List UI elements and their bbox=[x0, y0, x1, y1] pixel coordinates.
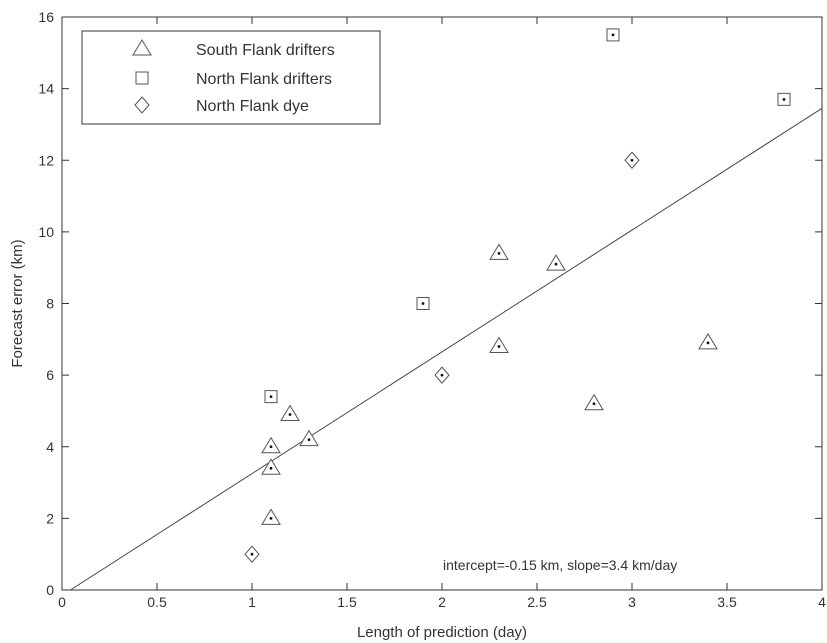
x-tick-label: 0.5 bbox=[147, 594, 167, 610]
data-point bbox=[261, 508, 281, 525]
data-point bbox=[416, 297, 430, 310]
triangle-marker-shape bbox=[261, 508, 281, 525]
y-axis-label: Forecast error (km) bbox=[9, 239, 26, 367]
data-point-dot bbox=[288, 413, 292, 416]
triangle-marker-shape bbox=[546, 254, 566, 271]
data-point-dot bbox=[269, 516, 273, 520]
data-point bbox=[489, 336, 509, 353]
triangle-marker-shape bbox=[261, 458, 281, 475]
series-square bbox=[264, 28, 791, 404]
data-point-dot bbox=[497, 345, 501, 348]
fit-annotation: intercept=-0.15 km, slope=3.4 km/day bbox=[443, 557, 677, 573]
triangle-marker-shape bbox=[299, 429, 319, 447]
data-point-dot bbox=[782, 97, 786, 101]
data-point bbox=[264, 390, 278, 404]
x-tick-label: 1.5 bbox=[337, 594, 357, 610]
legend-label: North Flank dye bbox=[196, 98, 309, 115]
triangle-marker-shape bbox=[280, 404, 300, 422]
data-point-dot bbox=[269, 466, 273, 470]
data-point bbox=[434, 366, 450, 384]
data-point bbox=[584, 393, 604, 411]
data-point bbox=[244, 545, 260, 563]
legend-label: North Flank drifters bbox=[196, 71, 332, 88]
legend-marker bbox=[132, 39, 152, 56]
legend-item: North Flank dye bbox=[134, 96, 309, 115]
y-tick-label: 4 bbox=[46, 439, 54, 455]
data-point bbox=[299, 429, 319, 447]
data-point-dot bbox=[269, 395, 273, 399]
data-point bbox=[261, 436, 281, 454]
x-tick-label: 3.5 bbox=[717, 594, 737, 610]
legend: South Flank drifters North Flank drifters… bbox=[81, 30, 381, 125]
triangle-marker-shape bbox=[132, 39, 152, 56]
legend-item: North Flank drifters bbox=[135, 71, 332, 88]
x-tick-label: 2.5 bbox=[527, 594, 547, 610]
y-tick-label: 6 bbox=[46, 367, 54, 383]
legend-box bbox=[81, 30, 381, 125]
regression-line bbox=[70, 107, 823, 591]
x-tick-label: 0 bbox=[58, 594, 66, 610]
x-axis-ticks: 0 0.5 1 1.5 2 2.5 3 3.5 4 bbox=[58, 17, 826, 610]
y-tick-label: 0 bbox=[46, 582, 54, 598]
data-point-dot bbox=[630, 158, 634, 162]
data-point-dot bbox=[307, 438, 311, 441]
data-point bbox=[261, 458, 281, 475]
data-point-dot bbox=[497, 251, 501, 255]
data-point-dot bbox=[421, 302, 425, 305]
y-tick-label: 16 bbox=[38, 9, 54, 25]
data-point-dot bbox=[250, 552, 254, 556]
data-point bbox=[777, 92, 791, 106]
x-tick-label: 1 bbox=[248, 594, 256, 610]
x-tick-label: 2 bbox=[438, 594, 446, 610]
triangle-marker-shape bbox=[489, 336, 509, 353]
x-axis-label: Length of prediction (day) bbox=[357, 624, 527, 641]
legend-marker bbox=[134, 96, 150, 114]
y-axis-ticks: 0 2 4 6 8 10 12 14 16 bbox=[38, 9, 822, 598]
triangle-marker-shape bbox=[261, 436, 281, 454]
series-diamond bbox=[244, 151, 640, 563]
triangle-marker-shape bbox=[489, 243, 509, 260]
y-tick-label: 14 bbox=[38, 81, 54, 97]
triangle-marker-shape bbox=[584, 393, 604, 411]
data-point-dot bbox=[440, 373, 444, 377]
diamond-marker-shape bbox=[134, 96, 150, 114]
data-point-dot bbox=[611, 33, 615, 37]
x-tick-label: 4 bbox=[818, 594, 826, 610]
data-point bbox=[489, 243, 509, 260]
legend-label: South Flank drifters bbox=[196, 42, 335, 59]
data-point-dot bbox=[554, 262, 558, 266]
data-point bbox=[546, 254, 566, 271]
x-tick-label: 3 bbox=[628, 594, 636, 610]
legend-item: South Flank drifters bbox=[132, 39, 335, 59]
legend-marker bbox=[135, 71, 149, 85]
data-point bbox=[624, 151, 640, 170]
triangle-marker-shape bbox=[698, 332, 718, 350]
data-point bbox=[280, 404, 300, 422]
y-tick-label: 10 bbox=[38, 224, 54, 240]
data-point-dot bbox=[592, 402, 596, 406]
data-point-dot bbox=[269, 445, 273, 449]
y-tick-label: 2 bbox=[46, 510, 54, 526]
y-tick-label: 12 bbox=[38, 152, 54, 168]
series-triangle bbox=[261, 243, 718, 525]
y-tick-label: 8 bbox=[46, 296, 54, 312]
data-point bbox=[606, 28, 620, 42]
data-point bbox=[698, 332, 718, 350]
data-point-dot bbox=[706, 341, 710, 345]
square-marker-shape bbox=[135, 71, 149, 85]
